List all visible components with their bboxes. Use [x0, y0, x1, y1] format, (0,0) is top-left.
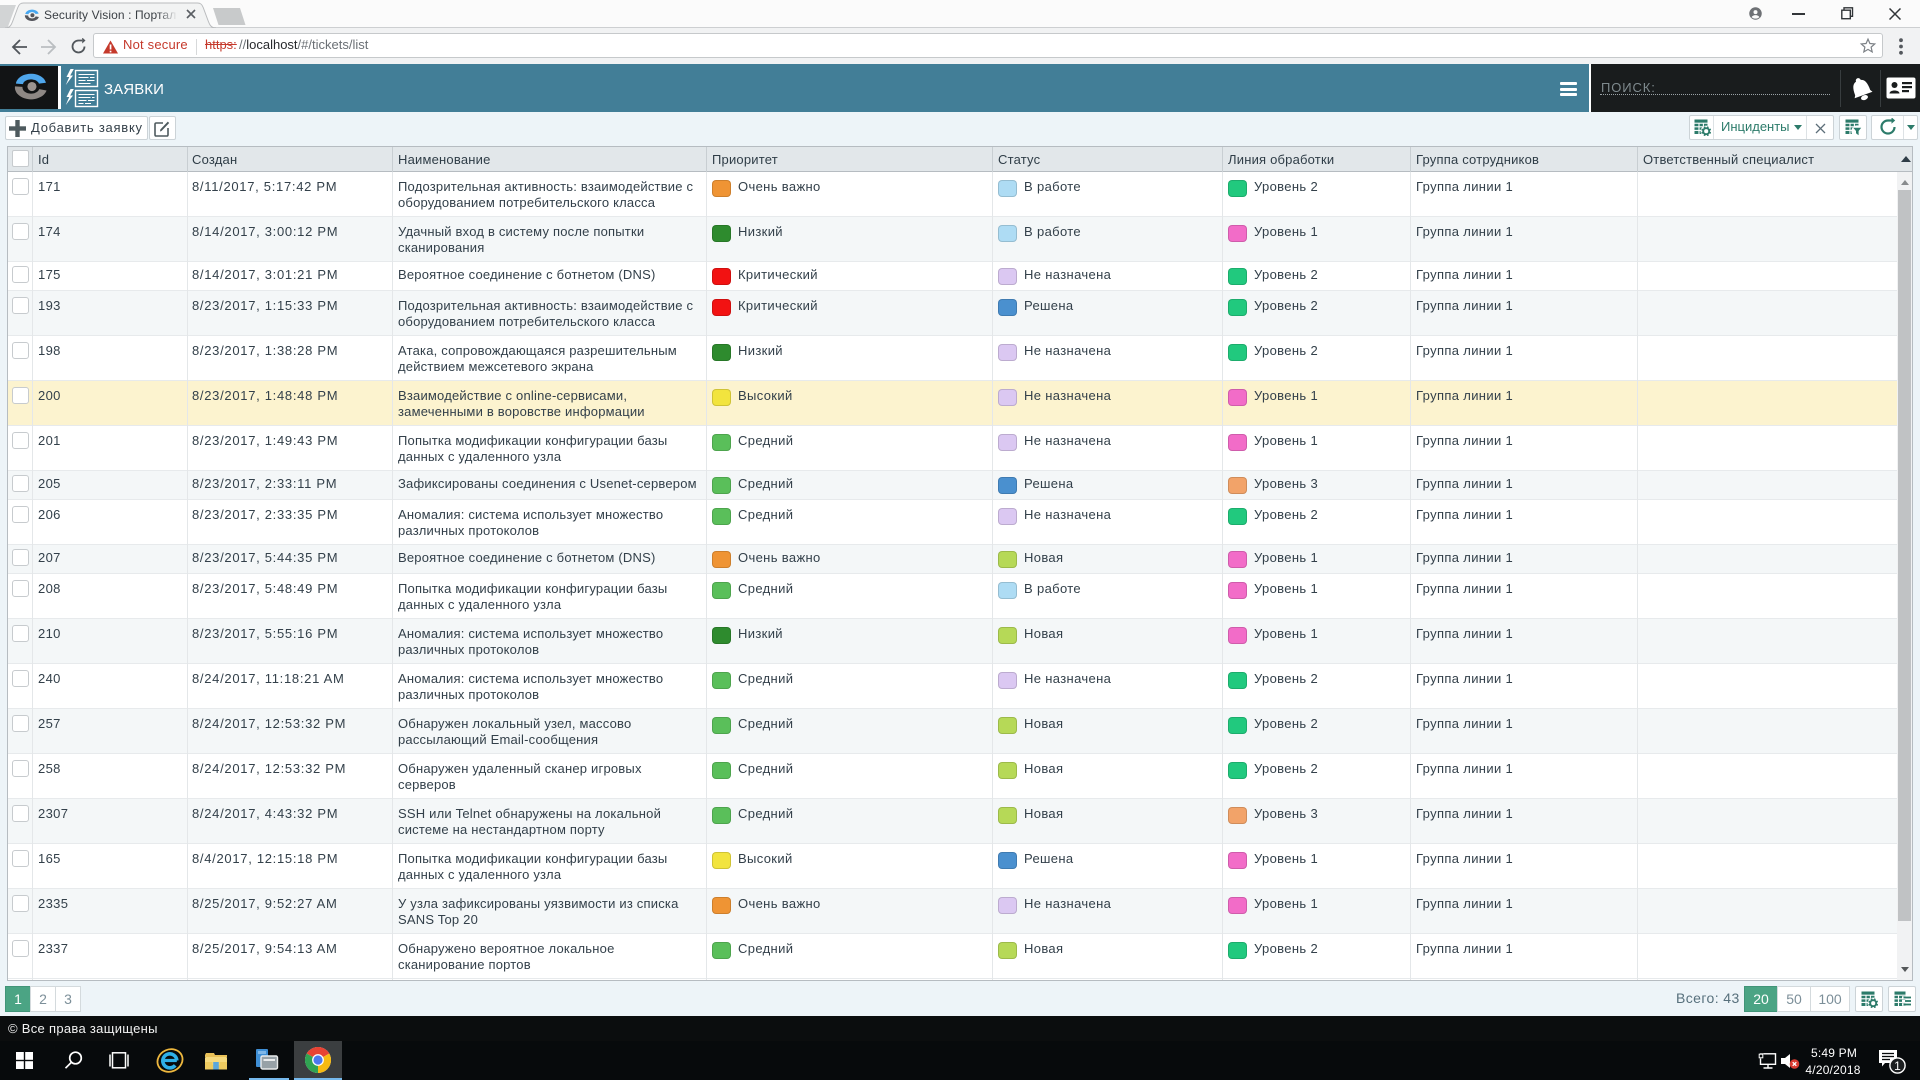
- svg-text:1: 1: [1894, 1059, 1901, 1073]
